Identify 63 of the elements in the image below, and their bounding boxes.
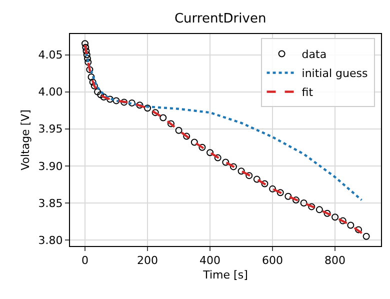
point bbox=[90, 82, 98, 90]
point bbox=[308, 203, 316, 210]
y-tick-label: 4.05 bbox=[38, 48, 63, 62]
x-tick-label: 800 bbox=[324, 254, 346, 268]
point bbox=[88, 73, 95, 80]
legend-label: data bbox=[302, 48, 327, 62]
point bbox=[82, 48, 90, 55]
y-axis-title: Voltage [V] bbox=[18, 110, 32, 170]
point bbox=[300, 200, 308, 207]
point bbox=[136, 102, 144, 109]
point bbox=[347, 222, 354, 229]
x-tick-label: 0 bbox=[82, 254, 88, 268]
x-tick-label: 400 bbox=[200, 254, 221, 268]
point bbox=[222, 158, 230, 166]
y-tick-label: 3.95 bbox=[38, 122, 63, 136]
point bbox=[82, 40, 88, 48]
point bbox=[292, 196, 300, 204]
x-tick-label: 200 bbox=[137, 254, 158, 268]
point bbox=[94, 88, 102, 96]
point bbox=[284, 192, 292, 200]
point bbox=[106, 96, 114, 103]
point bbox=[86, 66, 94, 74]
point bbox=[190, 138, 198, 146]
x-tick-label: 600 bbox=[262, 254, 284, 268]
point bbox=[261, 180, 268, 188]
point bbox=[246, 172, 253, 180]
x-axis-title: Time [s] bbox=[202, 268, 248, 282]
legend-label: fit bbox=[302, 86, 314, 100]
point bbox=[324, 210, 331, 217]
point bbox=[82, 44, 90, 51]
point bbox=[144, 104, 152, 112]
point bbox=[214, 154, 222, 162]
point bbox=[316, 206, 323, 214]
point bbox=[84, 58, 92, 66]
point bbox=[355, 226, 362, 234]
point bbox=[83, 51, 90, 58]
point bbox=[152, 109, 159, 116]
y-tick-label: 4.00 bbox=[38, 86, 63, 99]
point bbox=[183, 132, 190, 140]
point bbox=[253, 176, 260, 183]
point bbox=[167, 120, 174, 128]
point bbox=[332, 214, 339, 221]
point bbox=[269, 185, 276, 192]
point bbox=[84, 54, 91, 62]
y-tick-label: 3.85 bbox=[38, 196, 63, 210]
y-tick-label: 3.80 bbox=[38, 234, 63, 247]
point bbox=[128, 99, 136, 106]
point bbox=[160, 114, 167, 122]
point bbox=[238, 168, 245, 175]
chart-title: CurrentDriven bbox=[174, 12, 266, 27]
point bbox=[276, 189, 284, 196]
point bbox=[362, 232, 370, 240]
point bbox=[339, 217, 346, 224]
point bbox=[230, 163, 237, 170]
point bbox=[89, 78, 96, 86]
point bbox=[112, 97, 120, 104]
legend-label: initial guess bbox=[302, 67, 368, 80]
point bbox=[120, 98, 128, 106]
point bbox=[175, 126, 182, 134]
point bbox=[97, 91, 104, 98]
point bbox=[198, 144, 206, 151]
y-tick-label: 3.90 bbox=[38, 160, 63, 173]
point bbox=[206, 149, 214, 156]
